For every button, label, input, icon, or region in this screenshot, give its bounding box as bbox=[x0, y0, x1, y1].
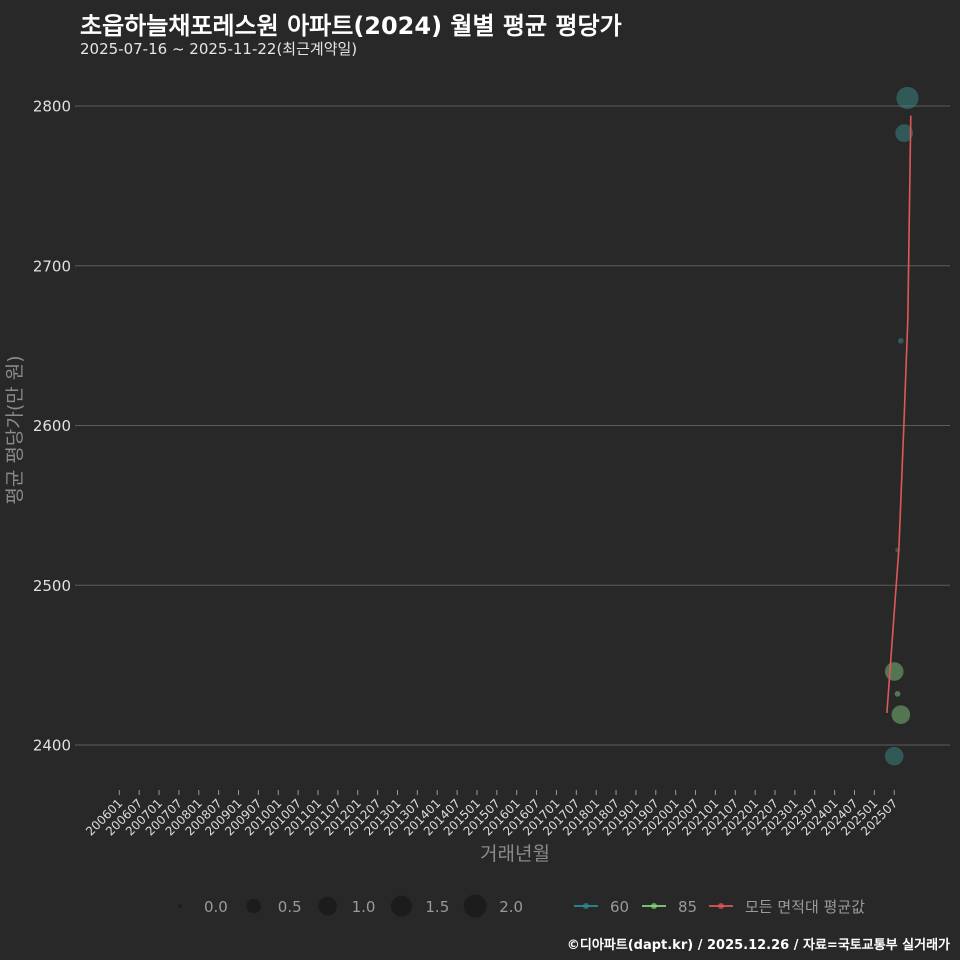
data-point-60 bbox=[897, 337, 904, 344]
size-legend-label: 2.0 bbox=[499, 898, 523, 916]
y-tick-label: 2500 bbox=[33, 577, 71, 595]
y-tick-label: 2800 bbox=[33, 98, 71, 116]
data-point-60 bbox=[896, 86, 919, 110]
source-caption: ©디아파트(dapt.kr) / 2025.12.26 / 자료=국토교통부 실… bbox=[566, 938, 950, 953]
color-legend: 60 85 모든 면적대 평균값 bbox=[574, 898, 865, 916]
color-legend-dot bbox=[583, 903, 589, 909]
data-point-85 bbox=[891, 705, 911, 724]
trend-line-path bbox=[886, 115, 912, 714]
size-legend-label: 1.0 bbox=[352, 898, 376, 916]
size-legend-swatch bbox=[390, 895, 412, 917]
size-legend-label: 0.5 bbox=[278, 898, 302, 916]
color-legend-dot bbox=[718, 903, 724, 909]
size-legend-label: 1.5 bbox=[425, 898, 449, 916]
data-point-85 bbox=[894, 690, 901, 697]
size-legend-swatch bbox=[246, 898, 262, 914]
size-legend: 0.0 0.5 1.0 1.5 2.0 bbox=[178, 894, 523, 918]
y-gridlines bbox=[80, 105, 950, 746]
y-axis-title: 평균 평당가(만 원) bbox=[4, 355, 26, 504]
y-axis: 2400 2500 2600 2700 2800 bbox=[33, 98, 80, 755]
size-legend-swatch bbox=[463, 894, 487, 918]
size-legend-swatch bbox=[178, 904, 182, 908]
trend-line bbox=[886, 115, 912, 714]
data-point-60 bbox=[895, 124, 914, 143]
color-legend-label: 모든 면적대 평균값 bbox=[745, 898, 865, 916]
x-axis-title: 거래년월 bbox=[480, 843, 550, 865]
data-point-60 bbox=[884, 746, 904, 766]
size-legend-swatch bbox=[318, 896, 337, 916]
y-tick-label: 2700 bbox=[33, 257, 71, 275]
y-tick-label: 2400 bbox=[33, 737, 71, 755]
x-axis: 2006012006072007012007072008012008072009… bbox=[83, 790, 900, 839]
chart-title: 초읍하늘채포레스원 아파트(2024) 월별 평균 평당가 bbox=[80, 12, 622, 40]
data-point-85 bbox=[884, 662, 904, 681]
color-legend-label: 85 bbox=[678, 898, 697, 916]
y-tick-label: 2600 bbox=[33, 417, 71, 435]
chart-subtitle: 2025-07-16 ~ 2025-11-22(최근계약일) bbox=[80, 40, 358, 58]
color-legend-label: 60 bbox=[610, 898, 629, 916]
color-legend-dot bbox=[651, 903, 657, 909]
size-legend-label: 0.0 bbox=[204, 898, 228, 916]
